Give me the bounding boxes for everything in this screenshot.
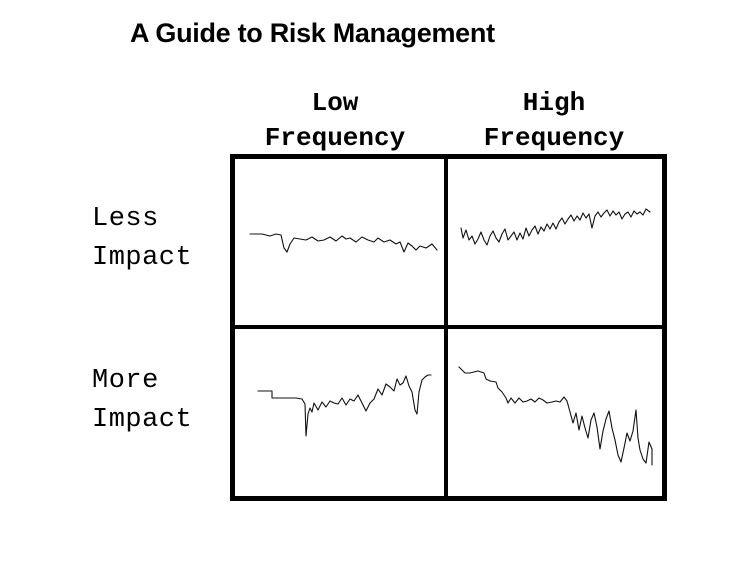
sketch-high-frequency-more-impact (458, 366, 653, 466)
grid-horizontal-divider (230, 325, 667, 329)
sketch-low-frequency-less-impact (249, 233, 438, 253)
page-title: A Guide to Risk Management (130, 18, 495, 48)
column-header-line: Frequency (483, 123, 625, 153)
row-header-more-impact: More Impact (92, 362, 192, 440)
row-header-line: More (92, 366, 159, 396)
row-header-line: Impact (92, 243, 193, 273)
column-header-high-frequency: High Frequency (444, 86, 664, 156)
row-header-line: Impact (92, 405, 193, 435)
sketch-high-frequency-less-impact (460, 208, 651, 246)
row-header-line: Less (92, 204, 159, 234)
column-header-line: Frequency (264, 123, 406, 153)
sketch-low-frequency-more-impact (257, 374, 432, 437)
column-header-low-frequency: Low Frequency (225, 86, 445, 156)
column-header-line: Low (311, 88, 359, 118)
row-header-less-impact: Less Impact (92, 200, 192, 278)
column-header-line: High (522, 88, 586, 118)
